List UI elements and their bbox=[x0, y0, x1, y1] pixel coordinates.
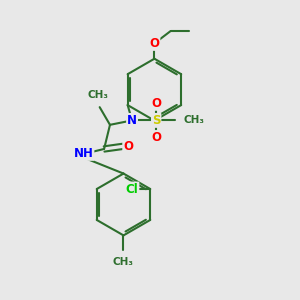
Text: O: O bbox=[151, 131, 161, 144]
Text: CH₃: CH₃ bbox=[88, 90, 109, 100]
Text: Cl: Cl bbox=[126, 182, 138, 196]
Text: O: O bbox=[123, 140, 133, 152]
Text: O: O bbox=[151, 97, 161, 110]
Text: N: N bbox=[127, 114, 137, 127]
Text: CH₃: CH₃ bbox=[113, 257, 134, 268]
Text: O: O bbox=[149, 37, 159, 50]
Text: CH₃: CH₃ bbox=[184, 116, 205, 125]
Text: NH: NH bbox=[74, 147, 93, 160]
Text: S: S bbox=[152, 114, 160, 127]
